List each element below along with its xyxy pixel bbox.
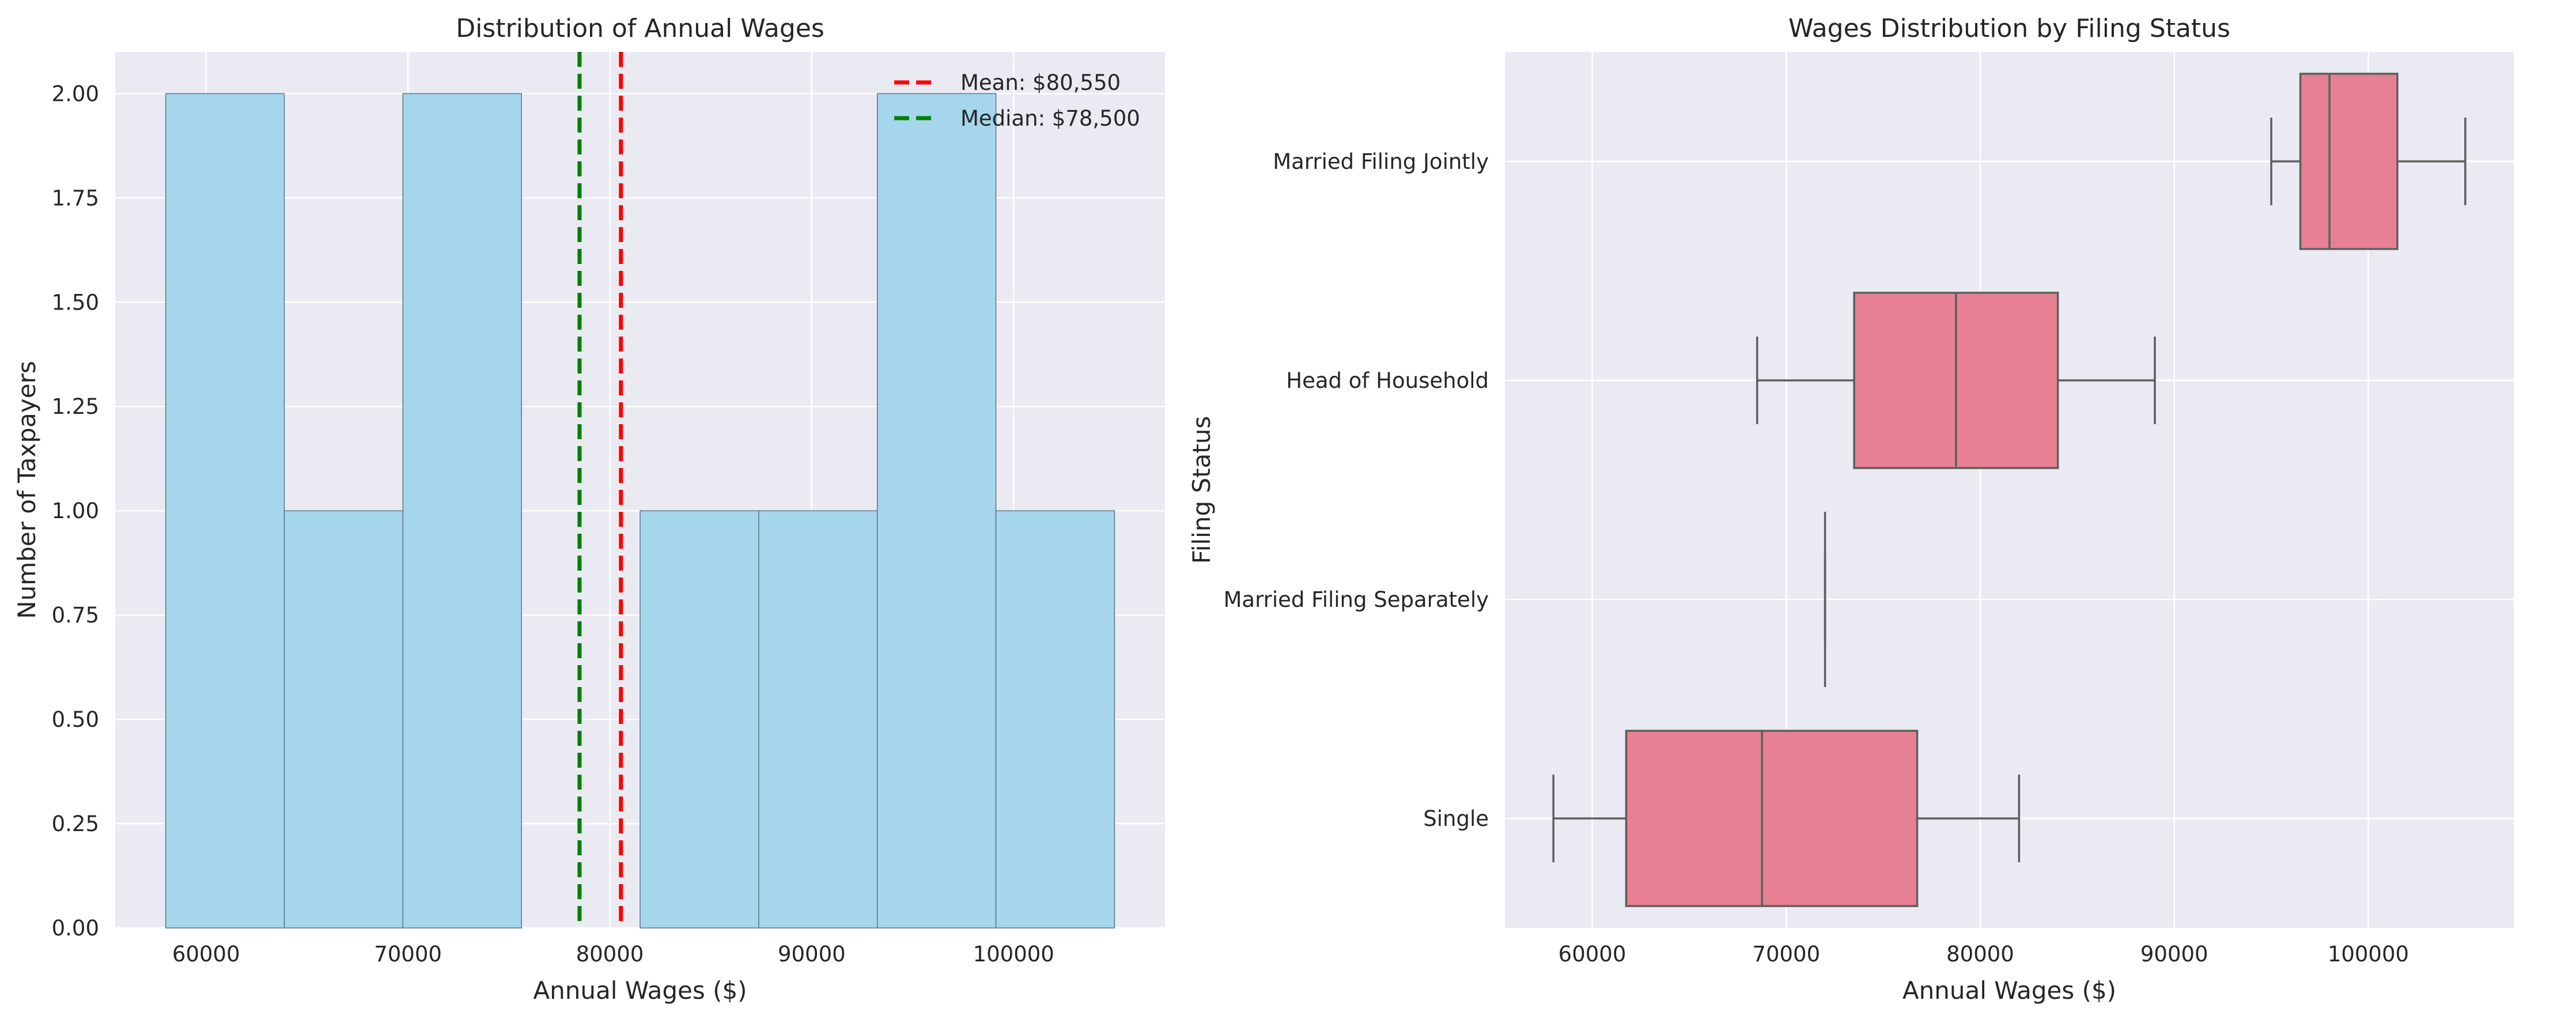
- boxplot-box: [1625, 730, 1919, 907]
- histogram-x-tick-label: 60000: [172, 942, 240, 967]
- histogram-bars: [165, 93, 1115, 929]
- histogram-x-ticks: 60000 70000 80000 90000 100000: [172, 942, 1054, 967]
- histogram-y-axis-label: Number of Taxpayers: [13, 361, 41, 618]
- legend-entry-label: Mean: $80,550: [960, 70, 1121, 95]
- histogram-y-ticks: 0.00 0.25 0.50 0.75 1.00 1.25 1.50 1.75 2.00: [52, 81, 99, 941]
- histogram-x-tick-label: 80000: [576, 942, 644, 967]
- boxplot-category-label: Head of Household: [1286, 368, 1489, 393]
- boxplot-y-axis-label: Filing Status: [1187, 416, 1216, 564]
- histogram-x-tick-label: 70000: [374, 942, 442, 967]
- histogram-bar: [758, 510, 878, 929]
- histogram-bar: [402, 93, 522, 929]
- histogram-y-tick-label: 1.25: [52, 394, 99, 419]
- histogram-bar: [876, 93, 997, 929]
- histogram-y-tick-label: 0.25: [52, 812, 99, 836]
- histogram-x-axis-label: Annual Wages ($): [533, 976, 747, 1005]
- boxplot-x-tick-label: 80000: [1946, 942, 2014, 967]
- histogram-bar: [283, 510, 404, 929]
- histogram-y-tick-label: 1.50: [52, 290, 99, 315]
- histogram-y-tick-label: 2.00: [52, 81, 99, 106]
- boxplot-chart: 60000 70000 80000 90000 100000 Married Filin…: [1187, 14, 2514, 1005]
- boxplot-x-tick-label: 100000: [2328, 942, 2409, 967]
- histogram-y-tick-label: 0.75: [52, 603, 99, 628]
- histogram-bar: [995, 510, 1115, 929]
- boxplot-box: [2299, 73, 2399, 250]
- boxplot-boxes: [1552, 73, 2467, 907]
- boxplot-x-tick-label: 60000: [1559, 942, 1626, 967]
- boxplot-title: Wages Distribution by Filing Status: [1788, 14, 2230, 43]
- legend-entry-label: Median: $78,500: [960, 106, 1140, 131]
- boxplot-category-label: Married Filing Separately: [1223, 587, 1489, 612]
- histogram-bar: [640, 510, 759, 929]
- boxplot-x-ticks: 60000 70000 80000 90000 100000: [1559, 942, 2409, 967]
- histogram-y-tick-label: 0.00: [52, 916, 99, 941]
- boxplot-category-label: Married Filing Jointly: [1273, 149, 1489, 174]
- boxplot-category-label: Single: [1423, 806, 1489, 831]
- histogram-x-tick-label: 100000: [973, 942, 1054, 967]
- histogram-chart: 60000 70000 80000 90000 100000 0.000.250.500…: [13, 14, 1165, 1005]
- histogram-y-tick-label: 1.75: [52, 186, 99, 210]
- histogram-y-tick-label: 0.50: [52, 707, 99, 732]
- boxplot-x-tick-label: 90000: [2140, 942, 2208, 967]
- boxplot-x-axis-label: Annual Wages ($): [1902, 976, 2116, 1005]
- histogram-bar: [165, 93, 285, 929]
- boxplot-box-group: [1756, 292, 2156, 469]
- histogram-legend: Mean: $80,550 Median: $78,500: [894, 70, 1140, 131]
- boxplot-y-ticks: Married Filing Jointly Head of Household M…: [1223, 149, 1489, 831]
- histogram-reference-lines: [577, 52, 623, 928]
- boxplot-box-group: [2270, 73, 2467, 250]
- histogram-x-tick-label: 90000: [778, 942, 846, 967]
- histogram-title: Distribution of Annual Wages: [456, 14, 824, 43]
- histogram-y-tick-label: 1.00: [52, 499, 99, 523]
- boxplot-x-tick-label: 70000: [1752, 942, 1820, 967]
- boxplot-box-group: [1552, 730, 2021, 907]
